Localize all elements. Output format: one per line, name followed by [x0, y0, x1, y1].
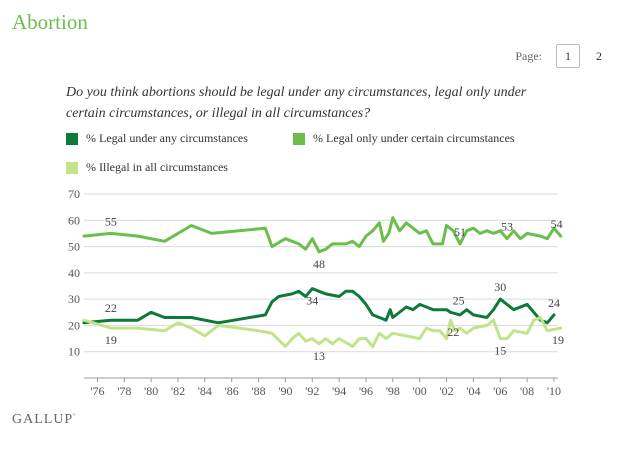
data-label-illegal-3: 15: [494, 344, 506, 358]
data-label-legal-certain-4: 54: [551, 217, 563, 231]
y-tick-label-40: 40: [68, 266, 80, 280]
page-1-link[interactable]: 1: [556, 44, 580, 68]
data-label-illegal-0: 19: [105, 333, 117, 347]
y-tick-label-30: 30: [68, 292, 80, 306]
x-tick-label-1978: '78: [117, 384, 131, 398]
legend-label-illegal: % Illegal in all circumstances: [86, 160, 228, 174]
y-tick-label-70: 70: [68, 187, 80, 201]
data-label-legal-any-0: 22: [105, 301, 117, 315]
series-line-legal-any: [82, 287, 556, 325]
legend-swatch-legal-certain: [293, 132, 305, 145]
legend-swatch-legal-any: [66, 132, 78, 145]
x-tick-label-1986: '86: [225, 384, 239, 398]
legend-swatch-illegal: [66, 161, 78, 174]
gallup-logo: GALLUP': [12, 412, 76, 428]
x-tick-label-1984: '84: [198, 384, 212, 398]
y-tick-label-10: 10: [68, 345, 80, 359]
data-label-legal-any-3: 30: [494, 280, 506, 294]
data-label-illegal-1: 13: [313, 349, 325, 363]
x-tick-label-1996: '96: [359, 384, 373, 398]
data-label-legal-any-2: 25: [453, 293, 465, 307]
legend-item-legal-any: % Legal under any circumstances: [66, 131, 248, 146]
legend-label-legal-any: % Legal under any circumstances: [86, 131, 248, 145]
y-tick-label-60: 60: [68, 213, 80, 227]
x-tick-label-1992: '92: [305, 384, 319, 398]
pagination-label: Page:: [515, 48, 542, 63]
page-2-link[interactable]: 2: [596, 49, 602, 63]
gallup-logo-text: GALLUP: [12, 412, 74, 427]
legend-label-legal-certain: % Legal only under certain circumstances: [313, 131, 515, 145]
x-tick-label-2002: '02: [439, 384, 453, 398]
x-tick-label-2010: '10: [547, 384, 561, 398]
series-line-legal-certain: [82, 216, 563, 254]
x-tick-label-1990: '90: [278, 384, 292, 398]
x-tick-label-2004: '04: [466, 384, 480, 398]
data-label-legal-certain-0: 55: [105, 214, 117, 228]
legend-item-illegal: % Illegal in all circumstances: [66, 160, 228, 175]
y-tick-label-20: 20: [68, 318, 80, 332]
data-label-illegal-2: 22: [447, 325, 459, 339]
data-label-legal-any-1: 34: [306, 294, 318, 308]
survey-question: Do you think abortions should be legal u…: [66, 85, 527, 121]
x-tick-label-2000: '00: [413, 384, 427, 398]
data-label-legal-certain-3: 53: [501, 220, 513, 234]
x-tick-label-1994: '94: [332, 384, 346, 398]
x-tick-label-1976: '76: [90, 384, 104, 398]
x-tick-label-2008: '08: [520, 384, 534, 398]
data-label-legal-any-4: 24: [548, 296, 560, 310]
data-label-legal-certain-2: 51: [454, 225, 466, 239]
data-label-legal-certain-1: 48: [313, 257, 325, 271]
x-tick-label-1988: '88: [251, 384, 265, 398]
x-tick-label-1980: '80: [144, 384, 158, 398]
y-tick-label-50: 50: [68, 240, 80, 254]
data-label-illegal-4: 19: [552, 333, 564, 347]
x-tick-label-1998: '98: [386, 384, 400, 398]
x-tick-label-1982: '82: [171, 384, 185, 398]
x-tick-label-2006: '06: [493, 384, 507, 398]
legend-item-legal-certain: % Legal only under certain circumstances: [293, 131, 515, 146]
series-line-illegal: [82, 316, 563, 348]
gallup-logo-mark: ': [73, 412, 76, 422]
page-title: Abortion: [12, 10, 88, 34]
pagination: Page: 1 2: [515, 44, 610, 68]
